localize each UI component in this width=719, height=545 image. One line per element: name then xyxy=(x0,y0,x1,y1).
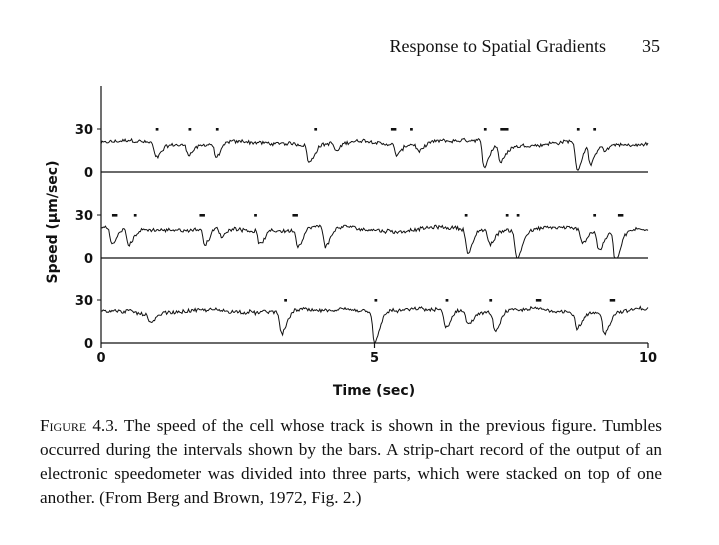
tumble-bar xyxy=(505,214,509,217)
y-tick-label-0: 0 xyxy=(84,337,93,352)
tumble-bar xyxy=(254,214,257,217)
x-axis-title: Time (sec) xyxy=(333,383,415,399)
tumble-bar xyxy=(593,214,597,217)
tumble-bar xyxy=(390,128,397,131)
y-tick-label-30: 30 xyxy=(75,294,93,309)
tumble-bar xyxy=(374,299,378,302)
caption-figure-label: Figure 4.3. xyxy=(40,416,119,435)
y-axis-title: Speed (μm/sec) xyxy=(45,161,61,284)
tumble-bar xyxy=(617,214,624,217)
tumble-bar xyxy=(483,128,487,131)
speed-trace-3 xyxy=(100,305,649,344)
running-head: Response to Spatial Gradients 35 xyxy=(0,36,660,57)
speed-trace-2 xyxy=(100,224,649,259)
tumble-bar xyxy=(516,214,520,217)
speed-strip-1 xyxy=(100,128,649,171)
x-tick-label: 0 xyxy=(96,351,105,366)
tumble-bar xyxy=(535,299,542,302)
tumble-bar xyxy=(133,214,137,217)
running-title: Response to Spatial Gradients xyxy=(389,36,606,56)
tumble-bar xyxy=(609,299,616,302)
y-tick-label-30: 30 xyxy=(75,123,93,138)
figure-caption: Figure 4.3. The speed of the cell whose … xyxy=(40,414,662,510)
speed-strip-3 xyxy=(100,299,649,344)
x-tick-label: 10 xyxy=(639,351,657,366)
tumble-bar xyxy=(284,299,287,302)
x-tick-label: 5 xyxy=(370,351,379,366)
tumble-bar xyxy=(576,128,580,131)
speed-trace-1 xyxy=(100,137,649,171)
tumble-bar xyxy=(489,299,493,302)
tumble-bar xyxy=(445,299,449,302)
tumble-bar xyxy=(593,128,597,131)
tumble-bar xyxy=(292,214,298,217)
caption-text: The speed of the cell whose track is sho… xyxy=(40,416,662,507)
speed-strip-2 xyxy=(100,214,649,259)
panels-layer xyxy=(100,128,649,344)
tumble-bar xyxy=(199,214,205,217)
y-tick-label-0: 0 xyxy=(84,166,93,181)
tumble-bar xyxy=(111,214,118,217)
tumble-bar xyxy=(464,214,468,217)
y-tick-label-30: 30 xyxy=(75,209,93,224)
tumble-bar xyxy=(314,128,318,131)
tumble-bar xyxy=(500,128,509,131)
y-tick-label-0: 0 xyxy=(84,252,93,267)
tumble-bar xyxy=(188,128,192,131)
tumble-bar xyxy=(410,128,413,131)
page-number: 35 xyxy=(642,36,660,56)
tumble-bar xyxy=(155,128,159,131)
speed-figure: 30 0 30 0 30 0 0 5 10 Time (sec) Speed (μm/sec) xyxy=(45,86,657,399)
tumble-bar xyxy=(215,128,219,131)
